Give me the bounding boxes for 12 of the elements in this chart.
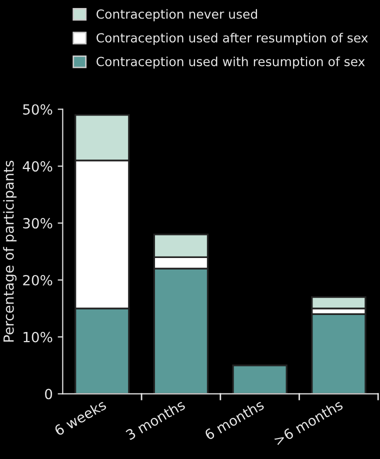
bar xyxy=(311,313,366,394)
y-tick-label: 20% xyxy=(23,274,52,286)
y-tick-label: 10% xyxy=(24,332,52,342)
legend-label: Contraception used with resumption of sex xyxy=(96,56,365,69)
bar xyxy=(232,364,288,394)
y-tick-label: 30% xyxy=(23,218,52,229)
legend-label: Contraception never used xyxy=(96,9,257,22)
y-tick-label: 40% xyxy=(22,161,52,172)
y-axis-title: Percentage of participants xyxy=(3,160,17,342)
legend-label: Contraception used after resumption of sex xyxy=(96,32,368,45)
y-tick-label: 50% xyxy=(23,104,52,115)
y-tick-label: 0 xyxy=(45,388,52,400)
